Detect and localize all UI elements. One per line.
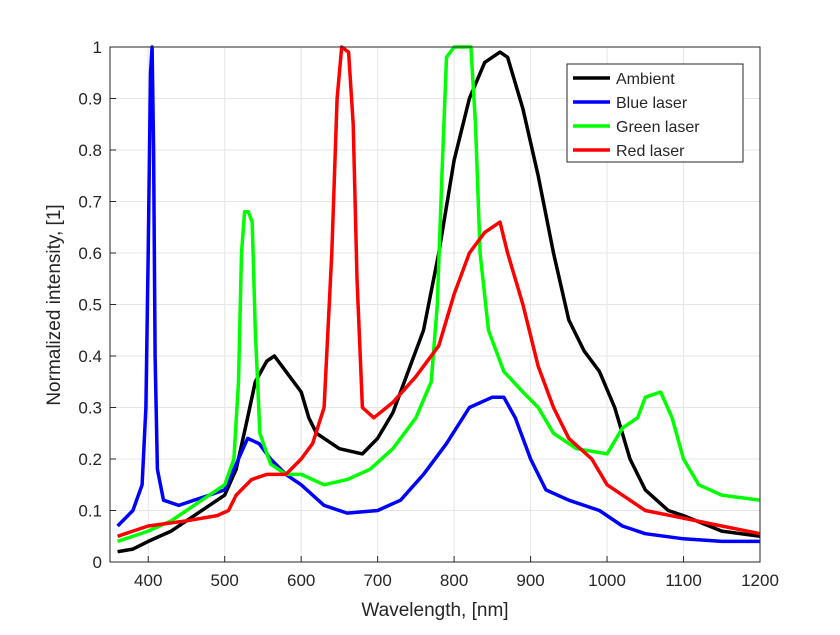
legend-label: Ambient <box>616 71 675 88</box>
x-tick-label: 1000 <box>588 571 626 590</box>
x-axis-label: Wavelength, [nm] <box>361 600 508 621</box>
legend-label: Green laser <box>616 119 700 136</box>
legend-label: Blue laser <box>616 95 688 112</box>
y-tick-label: 1 <box>93 38 102 57</box>
plot-frame <box>109 46 761 563</box>
legend: Ambient Blue laser Green laser Red laser <box>566 63 744 163</box>
y-tick-label: 0.8 <box>78 141 102 160</box>
x-tick-label: 1200 <box>741 571 779 590</box>
series-lines <box>116 45 761 554</box>
x-tick-label: 400 <box>134 571 162 590</box>
legend-box <box>566 63 744 163</box>
y-tick-label: 0.7 <box>78 193 102 212</box>
series-line-blue-laser <box>116 45 760 544</box>
series-line-green-laser <box>117 45 761 544</box>
x-tick-label: 700 <box>363 571 391 590</box>
y-tick-label: 0.4 <box>78 347 102 366</box>
y-tick-label: 0 <box>93 553 102 572</box>
y-tick-label: 0.6 <box>78 244 102 263</box>
x-tick-label: 900 <box>516 571 544 590</box>
series-line-ambient <box>117 50 761 554</box>
y-tick-label: 0.5 <box>78 296 102 315</box>
legend-label: Red laser <box>616 143 685 160</box>
y-tick-label: 0.2 <box>78 450 102 469</box>
y-tick-label: 0.9 <box>78 90 102 109</box>
x-tick-label: 1100 <box>665 571 702 590</box>
x-tick-label: 600 <box>287 571 315 590</box>
y-tick-label: 0.3 <box>78 399 102 418</box>
tick-labels: 400 500 600 700 800 900 1000 1100 1200 0 0.1 0.2 0.3… <box>78 38 779 590</box>
x-tick-label: 500 <box>211 571 239 590</box>
y-axis-label: Normalized intensity, [1] <box>44 204 65 405</box>
series-line-red-laser <box>117 45 761 538</box>
x-tick-label: 800 <box>440 571 468 590</box>
y-tick-label: 0.1 <box>78 502 102 521</box>
